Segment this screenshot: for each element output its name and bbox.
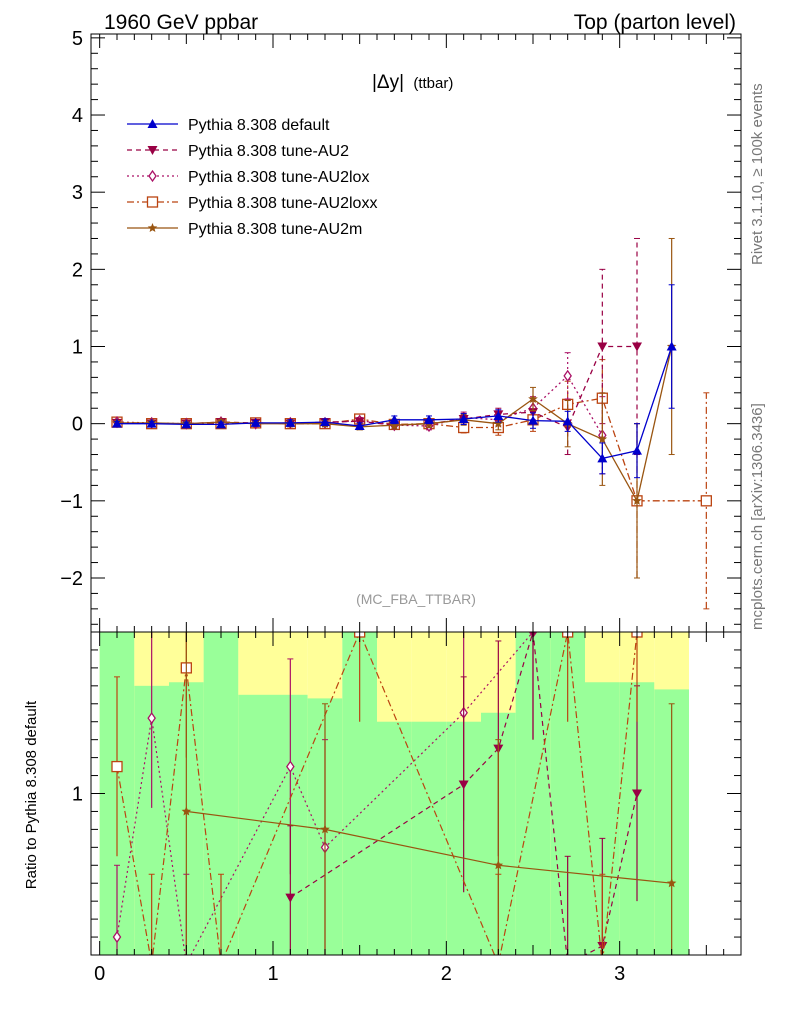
y-tick-label: 2 — [72, 259, 83, 281]
marker-triangle-up — [320, 417, 330, 427]
x-tick-label: 1 — [267, 963, 278, 985]
legend-item-default: Pythia 8.308 default — [127, 117, 330, 134]
ratio-tick-label: 1 — [72, 784, 83, 806]
ratio-panel-series — [111, 632, 677, 969]
y-tick-label: −1 — [60, 491, 83, 513]
chart-title-sub: (ttbar) — [413, 75, 453, 92]
marker-triangle-up — [354, 420, 365, 430]
marker-triangle-down — [597, 342, 608, 352]
marker-diamond — [183, 959, 190, 969]
main-panel-series — [111, 237, 712, 610]
marker-diamond — [148, 169, 157, 183]
series-line-au2loxx — [116, 397, 707, 502]
marker-triangle-up — [597, 453, 608, 463]
x-tick-label: 0 — [94, 963, 105, 985]
marker-star — [666, 878, 677, 888]
marker-triangle-up — [424, 414, 434, 424]
band-green-bin — [238, 694, 273, 955]
marker-square — [146, 196, 159, 208]
x-tick-label: 2 — [441, 963, 452, 985]
legend-item-au2lox: Pythia 8.308 tune-AU2lox — [127, 169, 369, 186]
marker-triangle-up — [147, 119, 158, 128]
marker-triangle-up — [493, 410, 504, 420]
header-left: 1960 GeV ppbar — [104, 11, 258, 34]
marker-triangle-up — [562, 416, 573, 426]
marker-star — [493, 860, 504, 870]
marker-diamond — [147, 711, 156, 725]
marker-triangle-up — [389, 414, 400, 424]
marker-star — [181, 806, 192, 816]
marker-square — [111, 760, 123, 773]
marker-diamond — [286, 760, 295, 773]
marker-triangle-down — [285, 893, 296, 903]
marker-triangle-up — [216, 419, 226, 429]
legend-label: Pythia 8.308 default — [188, 117, 330, 134]
y-tick-label: 0 — [72, 414, 83, 436]
legend: Pythia 8.308 default Pythia 8.308 tune-AU… — [127, 117, 377, 238]
chart-title: |Δy| (ttbar) — [372, 72, 453, 93]
marker-square — [216, 959, 226, 969]
marker-star — [389, 420, 400, 430]
marker-square — [147, 959, 157, 969]
ratio-ylabel: Ratio to Pythia 8.308 default — [23, 700, 40, 889]
x-tick-label: 3 — [614, 963, 625, 985]
marker-star — [320, 824, 330, 834]
marker-diamond — [112, 930, 122, 944]
marker-triangle-down — [563, 960, 573, 969]
marker-triangle-up — [632, 445, 642, 455]
marker-triangle-up — [146, 418, 157, 428]
y-tick-label: 4 — [72, 105, 83, 127]
y-tick-label: 3 — [72, 182, 83, 204]
series-au2m — [112, 237, 677, 579]
marker-triangle-up — [528, 415, 538, 425]
legend-label: Pythia 8.308 tune-AU2loxx — [188, 195, 377, 212]
legend-item-au2: Pythia 8.308 tune-AU2 — [127, 143, 349, 160]
marker-triangle-down — [458, 780, 469, 790]
marker-star — [632, 495, 642, 505]
series-line-au2 — [116, 345, 637, 429]
marker-square — [493, 959, 503, 969]
marker-triangle-down — [147, 146, 158, 155]
ratio-line-au2m — [186, 810, 672, 884]
band-green-bin — [411, 721, 447, 955]
y-tick-label: 1 — [72, 337, 83, 359]
series-au2loxx — [111, 359, 712, 610]
header-right: Top (parton level) — [574, 11, 736, 34]
marker-square — [597, 959, 607, 969]
analysis-tag: (MC_FBA_TTBAR) — [356, 591, 476, 607]
marker-square — [700, 495, 712, 507]
legend-item-au2m: Pythia 8.308 tune-AU2m — [127, 221, 362, 238]
band-green-bin — [377, 721, 412, 955]
y-tick-label: 5 — [72, 28, 83, 50]
axes: −2 −1 0 1 2 3 4 5 1 0 1 2 3 — [60, 28, 742, 985]
marker-star — [493, 418, 504, 428]
marker-triangle-down — [632, 342, 642, 352]
legend-label: Pythia 8.308 tune-AU2m — [188, 221, 362, 238]
mcplots-label: mcplots.cern.ch [arXiv:1306.3436] — [749, 403, 766, 630]
marker-triangle-up — [666, 341, 677, 351]
rivet-label: Rivet 3.1.10, ≥ 100k events — [749, 83, 766, 265]
series-default — [112, 284, 677, 479]
marker-triangle-up — [250, 417, 261, 427]
marker-triangle-up — [112, 418, 122, 428]
series-line-default — [117, 346, 673, 460]
marker-triangle-up — [181, 419, 192, 429]
legend-label: Pythia 8.308 tune-AU2lox — [188, 169, 369, 186]
chart-title-main: |Δy| — [372, 72, 404, 93]
y-tick-label: −2 — [60, 568, 83, 590]
marker-diamond — [563, 369, 572, 382]
legend-label: Pythia 8.308 tune-AU2 — [188, 143, 349, 160]
marker-triangle-up — [285, 417, 296, 427]
marker-star — [528, 394, 538, 403]
marker-star — [597, 434, 608, 444]
legend-item-au2loxx: Pythia 8.308 tune-AU2loxx — [127, 195, 377, 212]
marker-triangle-down — [632, 789, 642, 799]
marker-star — [147, 223, 158, 232]
marker-triangle-up — [458, 414, 469, 424]
